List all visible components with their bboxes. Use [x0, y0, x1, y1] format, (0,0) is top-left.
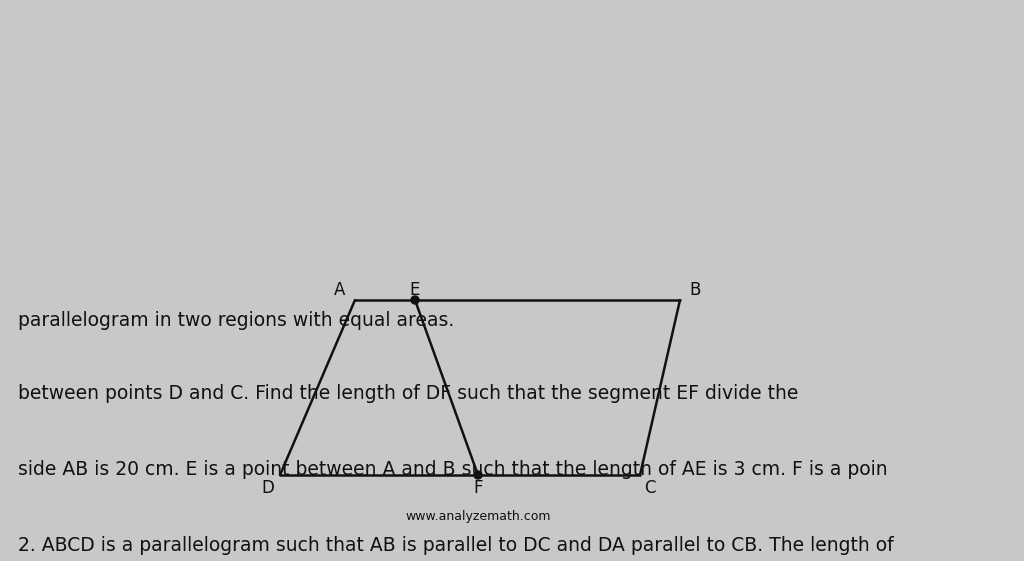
Text: A: A	[334, 281, 346, 299]
Circle shape	[474, 471, 482, 479]
Text: www.analyzemath.com: www.analyzemath.com	[406, 510, 551, 523]
Text: F: F	[473, 479, 482, 497]
Text: E: E	[410, 281, 420, 299]
Text: parallelogram in two regions with equal areas.: parallelogram in two regions with equal …	[18, 311, 455, 330]
Text: 2. ABCD is a parallelogram such that AB is parallel to DC and DA parallel to CB.: 2. ABCD is a parallelogram such that AB …	[18, 536, 894, 555]
Circle shape	[411, 296, 419, 304]
Text: B: B	[689, 281, 700, 299]
Text: side AB is 20 cm. E is a point between A and B such that the length of AE is 3 c: side AB is 20 cm. E is a point between A…	[18, 460, 888, 479]
Text: D: D	[261, 479, 274, 497]
Text: C: C	[644, 479, 655, 497]
Text: between points D and C. Find the length of DF such that the segment EF divide th: between points D and C. Find the length …	[18, 384, 799, 403]
